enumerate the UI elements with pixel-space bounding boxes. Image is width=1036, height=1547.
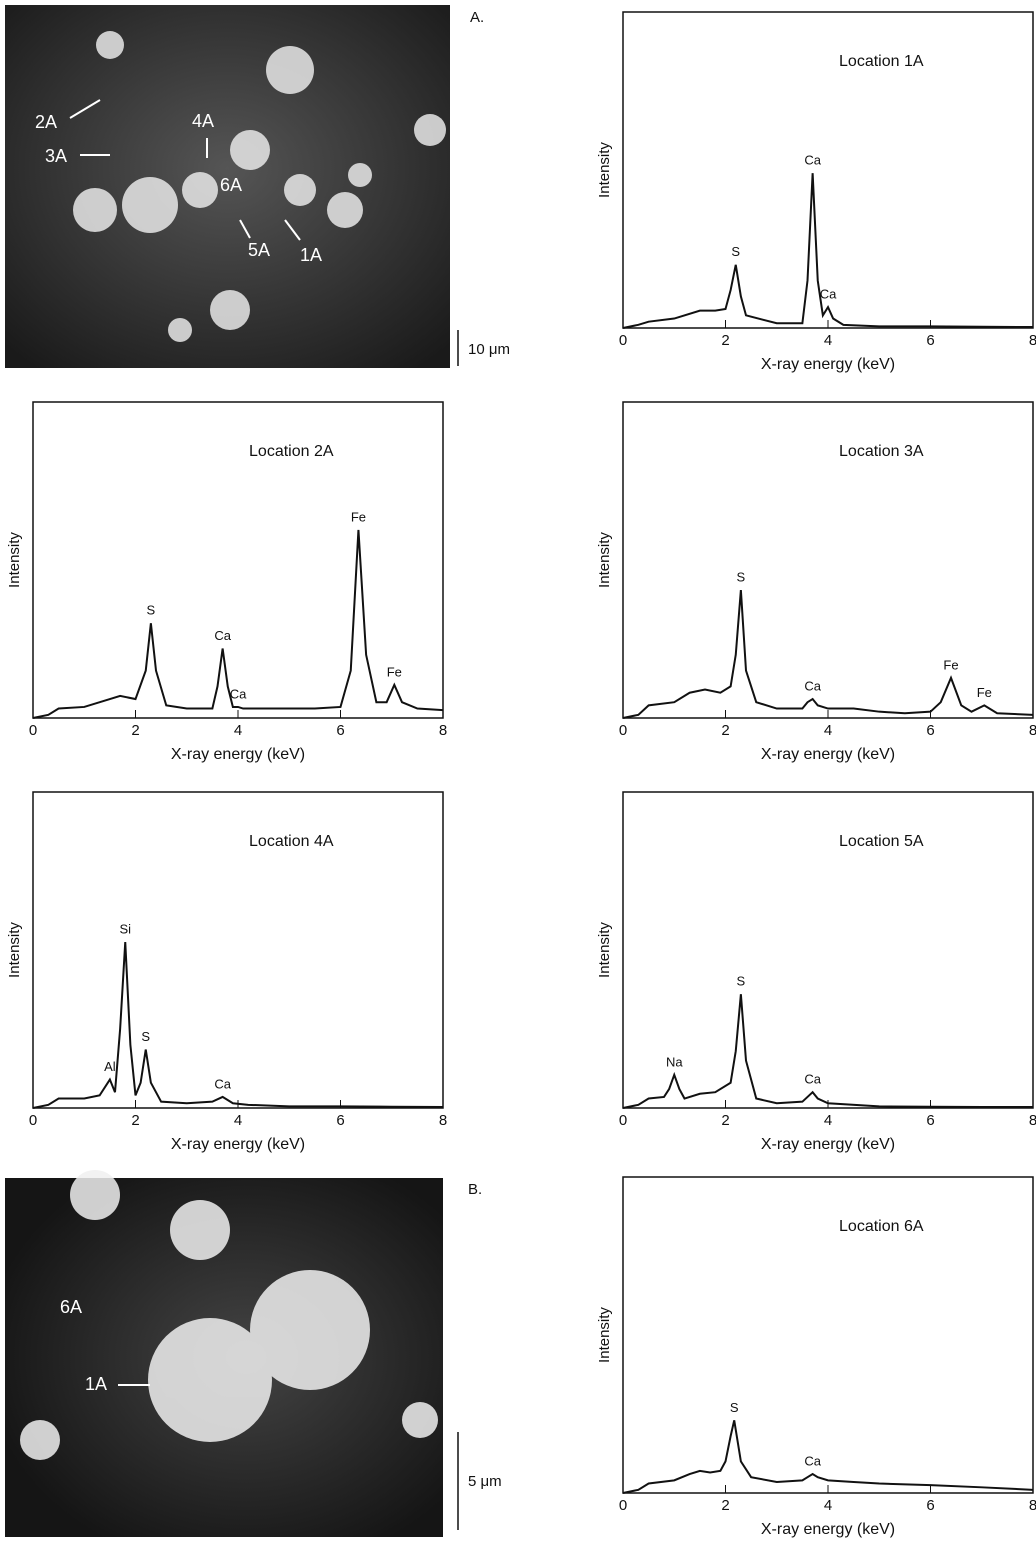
- x-axis-label: X-ray energy (keV): [761, 746, 895, 763]
- peak-label: S: [147, 603, 156, 618]
- peak-label: Fe: [387, 664, 402, 679]
- x-tick-label: 4: [824, 722, 832, 739]
- x-tick-label: 8: [1029, 332, 1036, 349]
- x-axis-label: X-ray energy (keV): [171, 1136, 305, 1153]
- peak-label: Fe: [977, 685, 992, 700]
- peak-label: Si: [119, 922, 131, 937]
- micrograph-label: 6A: [60, 1297, 82, 1317]
- x-tick-label: 4: [824, 1497, 832, 1514]
- plot-frame: [622, 1176, 1034, 1494]
- chart-title: Location 1A: [839, 53, 924, 70]
- micrograph-label: 3A: [45, 146, 67, 166]
- x-tick-label: 8: [439, 722, 447, 739]
- x-tick-label: 6: [926, 332, 934, 349]
- x-tick-label: 2: [721, 1112, 729, 1129]
- panel-label: A.: [470, 9, 484, 26]
- peak-label: Ca: [804, 1072, 821, 1087]
- plot-frame: [622, 11, 1034, 329]
- x-tick-label: 0: [619, 332, 627, 349]
- x-tick-label: 6: [336, 1112, 344, 1129]
- micrograph-label: 5A: [248, 240, 270, 260]
- micrograph-a: 2A 3A 4A 6A 5A 1A: [5, 5, 450, 368]
- x-tick-label: 8: [1029, 1112, 1036, 1129]
- x-axis-label: X-ray energy (keV): [761, 1136, 895, 1153]
- spectrum-line: [622, 1420, 1034, 1494]
- plot-frame: [32, 401, 444, 719]
- x-tick-label: 2: [721, 1497, 729, 1514]
- x-tick-label: 4: [824, 1112, 832, 1129]
- scale-label: 5 μm: [468, 1473, 502, 1490]
- x-axis-label: X-ray energy (keV): [171, 746, 305, 763]
- peak-label: Ca: [804, 1453, 821, 1468]
- x-tick-label: 2: [131, 1112, 139, 1129]
- x-tick-label: 0: [29, 722, 37, 739]
- micrograph-b: 6A 1A: [5, 1170, 443, 1537]
- spectrum-line: [622, 589, 1034, 719]
- x-axis-label: X-ray energy (keV): [761, 356, 895, 373]
- x-tick-label: 0: [29, 1112, 37, 1129]
- chart-title: Location 3A: [839, 443, 924, 460]
- peak-label: Ca: [230, 686, 247, 701]
- peak-label: Ca: [804, 153, 821, 168]
- x-tick-label: 2: [721, 332, 729, 349]
- scale-label: 10 μm: [468, 341, 510, 358]
- x-tick-label: 2: [721, 722, 729, 739]
- micrograph-label: 6A: [220, 175, 242, 195]
- plot-frame: [622, 791, 1034, 1109]
- y-axis-label: Intensity: [596, 532, 613, 588]
- y-axis-label: Intensity: [6, 922, 23, 978]
- peak-label: Al: [104, 1059, 116, 1074]
- peak-label: S: [737, 569, 746, 584]
- peak-label: Ca: [214, 628, 231, 643]
- plot-frame: [622, 401, 1034, 719]
- peak-label: S: [730, 1400, 739, 1415]
- micrograph-label: 4A: [192, 111, 214, 131]
- spectrum-line: [32, 942, 444, 1109]
- micrograph-label: 1A: [300, 245, 322, 265]
- x-tick-label: 6: [336, 722, 344, 739]
- peak-label: Na: [666, 1054, 683, 1069]
- x-tick-label: 0: [619, 1497, 627, 1514]
- spectrum-line: [622, 173, 1034, 329]
- peak-label: Ca: [820, 287, 837, 302]
- micrograph-label: 1A: [85, 1374, 107, 1394]
- spectrum-line: [622, 994, 1033, 1109]
- micrograph-label: 2A: [35, 112, 57, 132]
- peak-label: Fe: [943, 657, 958, 672]
- x-tick-label: 4: [234, 722, 242, 739]
- chart-title: Location 5A: [839, 833, 924, 850]
- chart-title: Location 4A: [249, 833, 334, 850]
- panel-label: B.: [468, 1181, 482, 1198]
- x-tick-label: 0: [619, 1112, 627, 1129]
- plot-frame: [32, 791, 444, 1109]
- x-tick-label: 8: [439, 1112, 447, 1129]
- chart-title: Location 2A: [249, 443, 334, 460]
- spectrum-line: [32, 529, 444, 719]
- x-tick-label: 2: [131, 722, 139, 739]
- peak-label: S: [731, 244, 740, 259]
- chart-title: Location 6A: [839, 1218, 924, 1235]
- x-tick-label: 0: [619, 722, 627, 739]
- peak-label: S: [737, 974, 746, 989]
- x-axis-label: X-ray energy (keV): [761, 1521, 895, 1538]
- peak-label: S: [141, 1029, 150, 1044]
- y-axis-label: Intensity: [596, 142, 613, 198]
- y-axis-label: Intensity: [596, 922, 613, 978]
- x-tick-label: 8: [1029, 722, 1036, 739]
- x-tick-label: 6: [926, 722, 934, 739]
- x-tick-label: 6: [926, 1112, 934, 1129]
- y-axis-label: Intensity: [596, 1307, 613, 1363]
- peak-label: Fe: [351, 509, 366, 524]
- y-axis-label: Intensity: [6, 532, 23, 588]
- x-tick-label: 4: [234, 1112, 242, 1129]
- x-tick-label: 6: [926, 1497, 934, 1514]
- peak-label: Ca: [214, 1076, 231, 1091]
- x-tick-label: 8: [1029, 1497, 1036, 1514]
- x-tick-label: 4: [824, 332, 832, 349]
- peak-label: Ca: [804, 678, 821, 693]
